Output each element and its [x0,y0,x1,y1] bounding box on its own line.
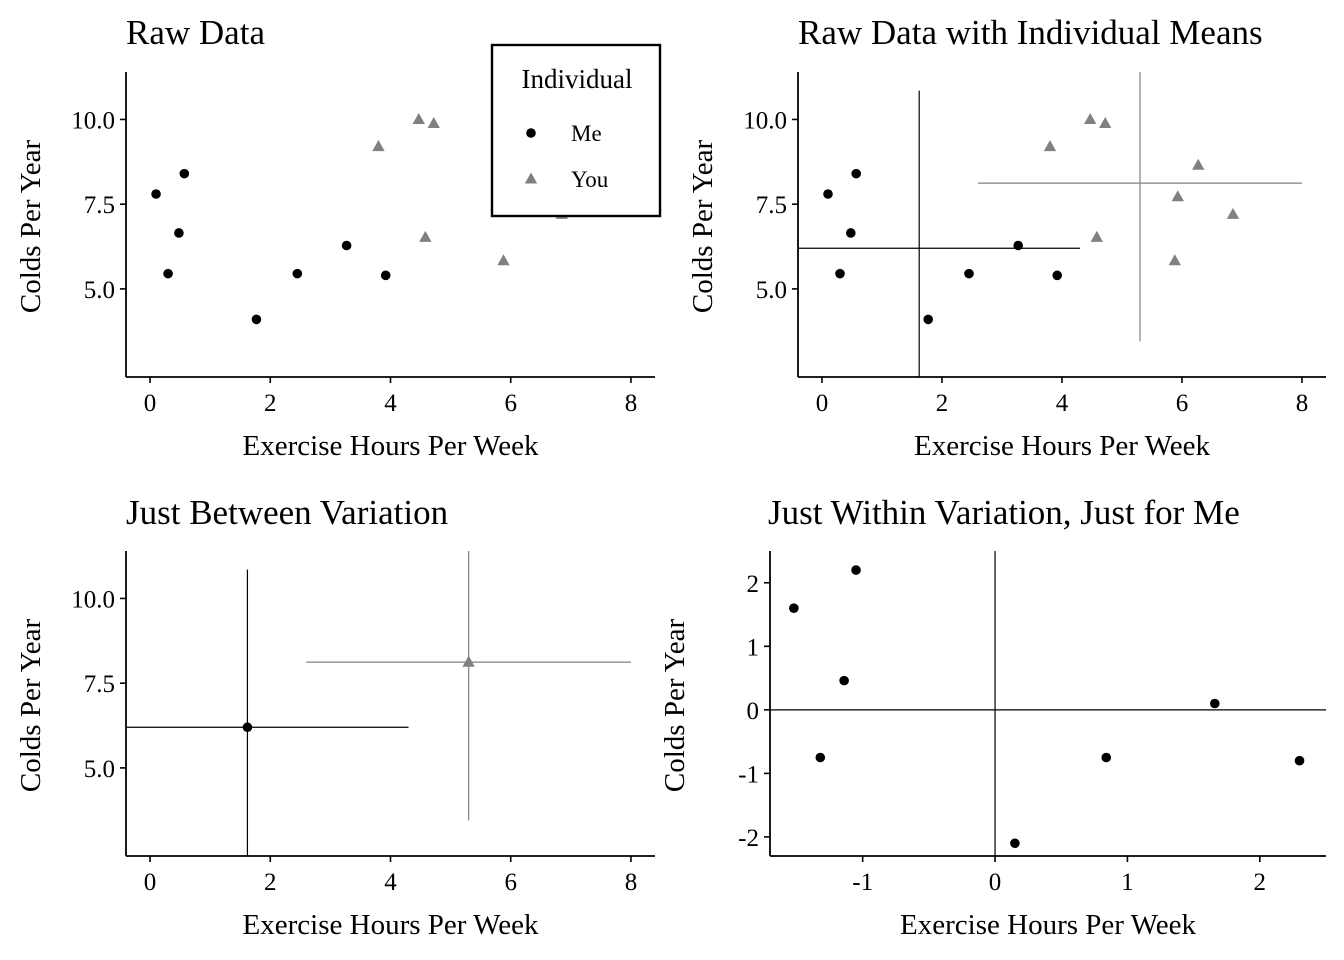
x-tick-label: 4 [384,390,397,417]
data-point-me-7 [1210,698,1220,709]
y-axis-label: Colds Per Year [15,619,47,793]
chart-title: Just Within Variation, Just for Me [768,493,1240,532]
chart-title: Raw Data [126,13,265,52]
y-axis-label: Colds Per Year [659,619,691,793]
y-tick-label: 10.0 [71,586,115,613]
x-tick-label: 8 [625,869,638,896]
y-axis-label: Colds Per Year [687,140,719,314]
data-point-you-3 [427,117,440,129]
data-point-me-2 [163,268,173,279]
data-point-me-1 [823,189,833,199]
y-tick-label: 10.0 [743,107,787,134]
y-tick-label: -1 [738,761,759,788]
legend-key-you [524,172,538,184]
x-tick-label: 6 [504,390,517,417]
y-tick-label: 5.0 [756,277,787,304]
data-point-me-7 [341,240,352,251]
legend-box [490,43,662,218]
y-tick-label: 10.0 [71,107,115,134]
data-point-me-4 [851,565,861,575]
legend-label-me: Me [571,121,602,146]
y-tick-label: 5.0 [84,756,115,783]
x-tick-label: 0 [989,869,1002,896]
legend-label-you: You [571,167,609,192]
data-point-you-5 [1168,254,1181,266]
y-tick-label: 5.0 [84,277,115,304]
data-point-you-4 [419,230,432,242]
data-point-you-3 [1099,117,1112,129]
y-tick-label: 0 [747,698,760,725]
data-point-me-2 [835,268,845,279]
data-point-me-5 [1010,838,1020,849]
data-point-you-7 [1171,190,1184,202]
data-point-me-1 [242,722,253,733]
x-tick-label: 0 [816,390,829,417]
data-point-you-6 [1226,207,1240,219]
data-point-me-3 [846,228,856,238]
x-tick-label: 0 [144,869,157,896]
data-point-me-8 [1294,755,1305,766]
y-tick-label: 2 [747,571,760,598]
legend-key-me [526,128,536,138]
y-tick-label: 7.5 [84,671,115,698]
x-tick-label: 8 [1296,390,1309,417]
data-point-me-5 [251,314,262,325]
x-tick-label: 1 [1121,869,1134,896]
data-point-you-2 [412,112,425,124]
x-tick-label: 2 [264,390,277,417]
data-point-me-1 [151,189,161,199]
data-point-me-4 [851,168,861,179]
x-tick-label: 0 [144,390,157,417]
x-tick-label: 2 [264,869,277,896]
y-axis-label: Colds Per Year [15,140,47,314]
y-tick-label: 7.5 [84,192,115,219]
data-point-me-5 [923,314,933,325]
x-tick-label: 8 [625,390,638,417]
x-axis-label: Exercise Hours Per Week [243,909,539,941]
x-tick-label: 4 [1056,390,1069,417]
data-point-you-5 [497,254,510,266]
legend-title: Individual [522,64,633,94]
chart-panel-2: Raw Data with Individual Means 0 2 4 6 8 5.0 7.… [687,13,1326,462]
data-point-you-1 [1043,140,1057,152]
x-tick-label: 2 [1254,869,1267,896]
y-tick-label: -2 [738,825,759,852]
y-tick-label: 1 [747,634,760,661]
chart-title: Just Between Variation [126,493,448,532]
data-point-you-1 [462,655,475,667]
x-tick-label: 4 [384,869,397,896]
chart-panel-4: Just Within Variation, Just for Me -1 0 1 2 -… [659,493,1326,941]
chart-title: Raw Data with Individual Means [798,13,1263,52]
x-axis-label: Exercise Hours Per Week [243,430,539,462]
legend: Individual Me You [490,43,662,218]
data-point-me-6 [292,268,303,279]
data-point-you-2 [1084,112,1097,124]
x-axis-label: Exercise Hours Per Week [914,430,1210,462]
x-tick-label: 6 [504,869,517,896]
data-point-me-6 [1101,752,1112,763]
data-point-me-2 [815,752,826,763]
data-point-me-4 [179,168,190,179]
x-tick-label: 2 [936,390,949,417]
data-point-me-3 [174,228,184,238]
data-point-me-1 [789,603,799,613]
x-tick-label: -1 [852,869,873,896]
data-point-you-1 [372,140,385,152]
data-point-me-7 [1013,240,1023,251]
data-point-me-3 [839,675,849,686]
chart-panel-3: Just Between Variation 0 2 4 6 8 5.0 7.5 10.0 Exe… [15,493,655,941]
x-tick-label: 6 [1176,390,1189,417]
data-point-me-8 [380,270,391,281]
y-tick-label: 7.5 [756,192,787,219]
data-point-me-8 [1052,270,1062,281]
data-point-me-6 [964,268,974,279]
data-point-you-4 [1090,230,1103,242]
data-point-you-8 [1192,158,1205,170]
x-axis-label: Exercise Hours Per Week [900,909,1196,941]
